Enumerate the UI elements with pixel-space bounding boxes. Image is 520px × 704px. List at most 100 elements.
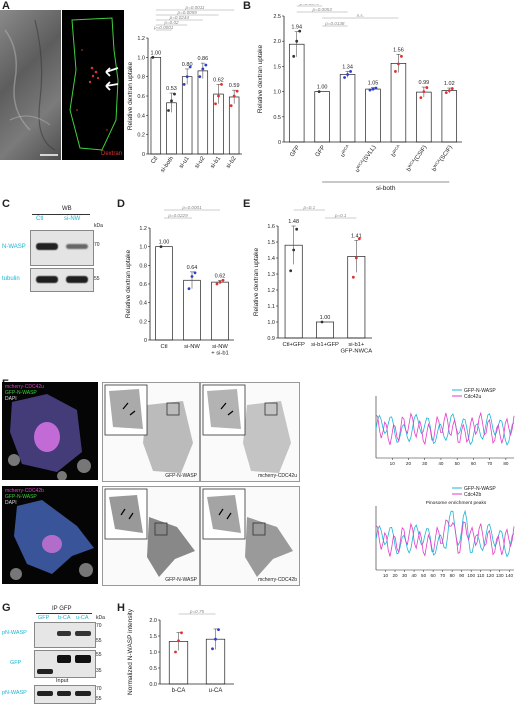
y-tick-label: 0.2 xyxy=(137,133,145,139)
bar xyxy=(416,91,432,143)
p-value-label: p=0.0059 xyxy=(177,10,198,15)
data-point xyxy=(292,54,296,58)
overlay-label: mcherry-CDC42b xyxy=(5,488,44,494)
p-value-label: n.s. xyxy=(357,13,364,18)
blot-row-label: GFP xyxy=(10,660,22,666)
image-label: mcherry-CDC42u xyxy=(258,473,297,479)
blot-title: WB xyxy=(62,206,72,212)
overlay-label: GFP-N-WASP xyxy=(5,390,37,396)
y-tick-label: 0.6 xyxy=(139,282,147,288)
lane-label: GFP xyxy=(38,615,50,621)
x-tick-label: Ctl xyxy=(160,344,167,350)
data-point xyxy=(320,320,324,324)
lane-label: u-CA xyxy=(76,615,89,621)
lane-bar xyxy=(32,214,90,215)
profile-line xyxy=(375,509,515,558)
x-tick-label: 120 xyxy=(486,573,494,578)
data-point xyxy=(374,86,378,90)
group-label: si-both xyxy=(376,185,396,192)
brightfield-micrograph xyxy=(0,10,61,160)
data-point xyxy=(217,94,220,98)
panel-label-g: G xyxy=(2,602,11,614)
x-tick-label: 70 xyxy=(487,461,493,466)
bar xyxy=(390,63,407,143)
x-tick-label: GFP xyxy=(315,145,327,159)
data-point xyxy=(447,89,451,92)
data-point xyxy=(349,70,352,73)
value-label: 1.00 xyxy=(317,85,328,91)
band xyxy=(75,631,91,636)
legend-label: GFP-N-WASP xyxy=(464,486,496,492)
overlay-label: DAPI xyxy=(5,396,17,402)
image-label: mcherry-CDC42b xyxy=(258,577,297,583)
panel-label-e: E xyxy=(243,198,251,210)
legend-label: GFP-N-WASP xyxy=(464,388,496,394)
x-tick-label: uWCA(SVLL) xyxy=(353,144,378,174)
bar xyxy=(365,88,381,143)
data-point xyxy=(419,96,423,100)
data-point xyxy=(292,248,296,252)
panel-label-d: D xyxy=(117,198,125,210)
data-point xyxy=(450,87,454,90)
x-tick-label: 100 xyxy=(467,573,475,578)
p-value-label: p=0.1 xyxy=(303,205,316,210)
x-tick-label: si-b1+GFP xyxy=(311,342,339,348)
annotation: Pinosome enrichment peaks xyxy=(426,500,487,506)
chart-b: 0 0.5 1.0 1.5 2.0 2.5 Relative dextran uptake 1… xyxy=(257,4,462,192)
overlay-image-row2: mcherry-CDC42b GFP-N-WASP DAPI xyxy=(2,486,98,584)
x-tick-label: 30 xyxy=(402,573,408,578)
x-tick-label: 40 xyxy=(412,573,418,578)
x-tick-label: 60 xyxy=(431,573,437,578)
profile-line xyxy=(375,519,515,557)
band xyxy=(36,243,58,250)
data-point xyxy=(444,91,448,95)
y-axis-label: Relative dextran uptake xyxy=(253,247,260,316)
p-value-label: p=0.0079 xyxy=(299,4,320,6)
y-tick-label: 1.0 xyxy=(273,90,281,96)
ip-title: IP GFP xyxy=(52,606,72,612)
panel-label-c: C xyxy=(2,198,10,210)
y-tick-label: 0.4 xyxy=(139,301,147,307)
y-axis-label: Relative dextran uptake xyxy=(257,44,264,113)
band xyxy=(36,276,58,283)
p-value-label: p=0.02 xyxy=(163,20,179,25)
x-tick-label: si-u1 xyxy=(178,155,191,170)
bar xyxy=(155,246,173,341)
band xyxy=(75,691,91,696)
lane-bar xyxy=(36,613,92,614)
x-tick-label: 140 xyxy=(505,573,513,578)
profile-line xyxy=(375,411,515,446)
data-point xyxy=(400,54,403,58)
data-point xyxy=(182,83,186,86)
blot-strip xyxy=(34,622,96,648)
data-point xyxy=(232,94,236,98)
x-tick-label: 70 xyxy=(440,573,446,578)
lane-label: si-NW xyxy=(64,216,81,222)
arrow-icon xyxy=(105,67,119,77)
p-value-label: p=0.0244 xyxy=(169,15,190,20)
value-label: 1.02 xyxy=(444,81,455,87)
chart-d: 0 0.2 0.4 0.6 0.8 1.0 1.2 Relative dextran upta… xyxy=(125,205,234,357)
panel-label-a: A xyxy=(2,0,10,12)
blot-strip xyxy=(34,650,96,678)
value-label: 1.05 xyxy=(368,81,379,87)
overlay-label: mcherry-CDC42u xyxy=(5,384,44,390)
value-label: 1.48 xyxy=(288,219,299,225)
y-axis-label: Normalized N-WASP intensity xyxy=(127,608,134,695)
cell-outline xyxy=(69,17,119,151)
data-point xyxy=(317,90,321,93)
x-tick-label: u-CA xyxy=(209,688,223,694)
p-value-label: p=0.0011 xyxy=(185,5,205,10)
x-tick-label: si-NW xyxy=(212,344,228,350)
gray-cell xyxy=(104,488,195,577)
y-tick-label: 1.0 xyxy=(267,320,275,326)
y-tick-label: 1.0 xyxy=(139,245,147,251)
y-tick-label: 1.3 xyxy=(267,272,275,278)
value-label: 0.99 xyxy=(418,80,429,86)
x-tick-label: Ctl+GFP xyxy=(282,342,305,348)
y-tick-label: 0 xyxy=(142,152,145,158)
band xyxy=(57,655,71,663)
x-tick-label: 30 xyxy=(422,461,428,466)
y-tick-label: 2.0 xyxy=(149,618,157,624)
value-label: 1.41 xyxy=(351,233,362,239)
